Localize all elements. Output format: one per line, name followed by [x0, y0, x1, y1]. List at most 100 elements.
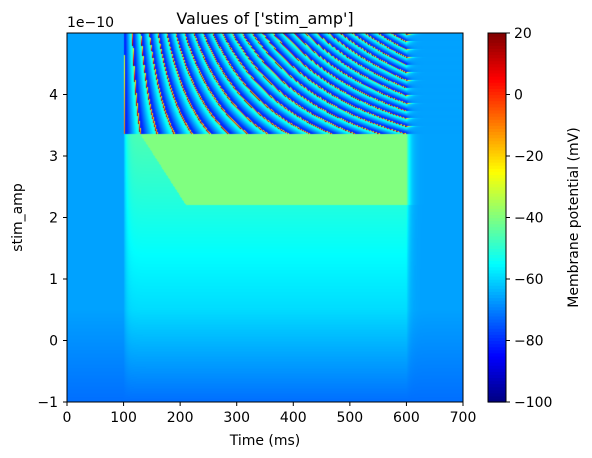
- colorbar-band: [488, 300, 506, 305]
- colorbar-band: [488, 334, 506, 339]
- chart-title: Values of ['stim_amp']: [176, 9, 353, 29]
- colorbar-band: [488, 245, 506, 249]
- colorbar-band: [488, 195, 506, 200]
- x-axis-label: Time (ms): [229, 433, 301, 449]
- colorbar-band: [488, 217, 506, 222]
- colorbar-band: [488, 125, 506, 129]
- colorbar-band: [488, 294, 506, 299]
- colorbar-band: [488, 45, 506, 49]
- colorbar-band: [488, 331, 506, 335]
- colorbar-band: [488, 266, 506, 271]
- colorbar-band: [488, 165, 506, 169]
- colorbar-band: [488, 162, 506, 166]
- colorbar-band: [488, 134, 506, 139]
- colorbar-tick-label: −100: [514, 395, 552, 411]
- colorbar-band: [488, 88, 506, 93]
- colorbar-band: [488, 365, 506, 369]
- colorbar-band: [488, 325, 506, 329]
- colorbar-band: [488, 248, 506, 252]
- colorbar-band: [488, 211, 506, 216]
- colorbar-band: [488, 309, 506, 314]
- colorbar-band: [488, 235, 506, 240]
- colorbar-band: [488, 349, 506, 354]
- colorbar-band: [488, 85, 506, 89]
- colorbar-band: [488, 100, 506, 105]
- colorbar-band: [488, 156, 506, 160]
- x-tick-label: 400: [280, 410, 307, 426]
- colorbar-band: [488, 122, 506, 126]
- x-tick-label: 500: [336, 410, 363, 426]
- y-axis-offset-label: 1e−10: [67, 15, 114, 31]
- colorbar-band: [488, 358, 506, 363]
- colorbar-band: [488, 205, 506, 209]
- colorbar-band: [488, 254, 506, 259]
- colorbar-band: [488, 186, 506, 191]
- y-tick-label: 2: [49, 211, 58, 227]
- colorbar-band: [488, 389, 506, 394]
- heatmap-raster: [67, 33, 463, 402]
- colorbar-band: [488, 183, 506, 188]
- colorbar-band: [488, 109, 506, 114]
- colorbar-band: [488, 143, 506, 148]
- colorbar-band: [488, 189, 506, 194]
- colorbar-band: [488, 72, 506, 77]
- colorbar-band: [488, 279, 506, 283]
- colorbar-band: [488, 315, 506, 320]
- colorbar-tick-label: −60: [514, 272, 544, 288]
- colorbar-band: [488, 33, 506, 37]
- colorbar-band: [488, 54, 506, 59]
- colorbar-band: [488, 57, 506, 62]
- colorbar-band: [488, 106, 506, 111]
- colorbar-band: [488, 180, 506, 185]
- colorbar-band: [488, 131, 506, 136]
- colorbar-band: [488, 377, 506, 382]
- colorbar-band: [488, 42, 506, 46]
- colorbar-band: [488, 386, 506, 391]
- colorbar-band: [488, 36, 506, 40]
- x-tick-label: 300: [223, 410, 250, 426]
- y-tick-label: 0: [49, 334, 58, 350]
- colorbar-band: [488, 272, 506, 277]
- x-tick-label: 600: [393, 410, 420, 426]
- colorbar-band: [488, 112, 506, 117]
- colorbar-band: [488, 346, 506, 351]
- colorbar-band: [488, 318, 506, 323]
- colorbar-band: [488, 51, 506, 56]
- heatmap-image: [67, 33, 463, 402]
- colorbar-band: [488, 149, 506, 154]
- colorbar-band: [488, 380, 506, 385]
- y-tick-label: 1: [49, 272, 58, 288]
- colorbar-band: [488, 291, 506, 295]
- colorbar-band: [488, 392, 506, 397]
- colorbar-band: [488, 383, 506, 388]
- colorbar-band: [488, 352, 506, 357]
- colorbar-band: [488, 368, 506, 372]
- colorbar-band: [488, 199, 506, 203]
- x-tick-label: 700: [450, 410, 477, 426]
- colorbar-band: [488, 76, 506, 80]
- colorbar-band: [488, 116, 506, 120]
- colorbar-band: [488, 362, 506, 366]
- colorbar-band: [488, 223, 506, 228]
- colorbar-band: [488, 63, 506, 68]
- colorbar-band: [488, 159, 506, 163]
- colorbar-band: [488, 119, 506, 123]
- colorbar-band: [488, 226, 506, 231]
- colorbar-band: [488, 355, 506, 360]
- colorbar-band: [488, 297, 506, 302]
- colorbar-band: [488, 251, 506, 255]
- colorbar-band: [488, 398, 506, 403]
- colorbar-band: [488, 66, 506, 71]
- colorbar-band: [488, 146, 506, 151]
- colorbar-band: [488, 395, 506, 400]
- colorbar-band: [488, 152, 506, 157]
- colorbar-band: [488, 229, 506, 234]
- colorbar-tick-label: −20: [514, 149, 544, 165]
- colorbar-band: [488, 60, 506, 65]
- colorbar-band: [488, 79, 506, 83]
- colorbar-tick-label: 20: [514, 26, 532, 42]
- colorbar-band: [488, 275, 506, 280]
- y-tick-label: 3: [49, 149, 58, 165]
- colorbar-band: [488, 39, 506, 43]
